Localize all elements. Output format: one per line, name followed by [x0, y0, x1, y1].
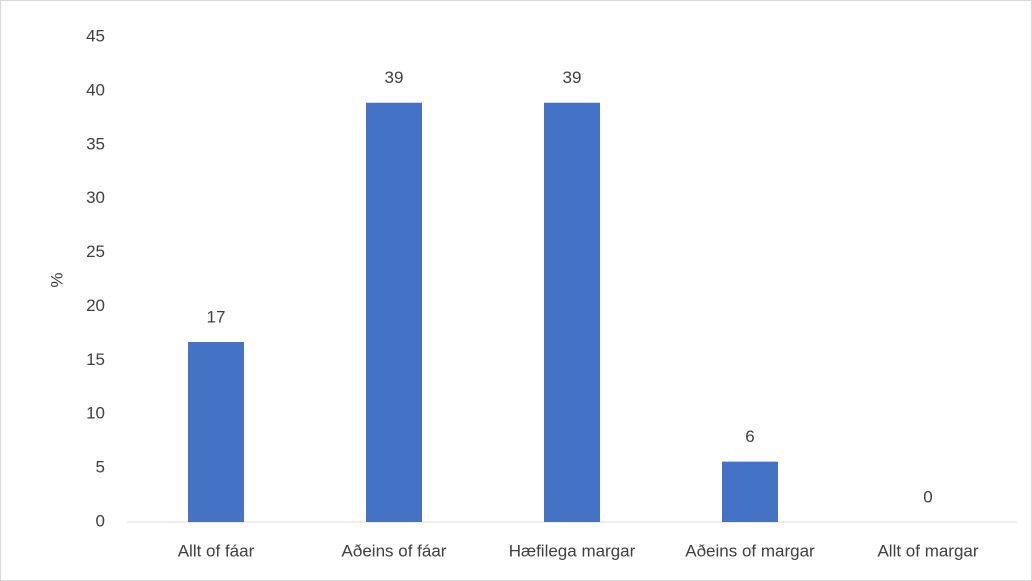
bar — [188, 342, 244, 522]
bar — [544, 102, 600, 522]
y-tick-label: 5 — [96, 458, 105, 477]
data-label: 39 — [563, 68, 582, 87]
x-tick-label: Hæfilega margar — [509, 541, 636, 560]
data-label: 6 — [745, 427, 754, 446]
y-tick-label: 45 — [86, 26, 105, 45]
x-tick-label: Allt of fáar — [178, 541, 255, 560]
x-tick-label: Aðeins of margar — [685, 541, 815, 560]
y-tick-label: 35 — [86, 134, 105, 153]
y-tick-label: 30 — [86, 188, 105, 207]
x-tick-label: Allt of margar — [877, 541, 978, 560]
y-tick-label: 15 — [86, 350, 105, 369]
y-tick-label: 20 — [86, 296, 105, 315]
x-tick-label: Aðeins of fáar — [342, 541, 447, 560]
data-label: 0 — [923, 487, 932, 506]
y-tick-label: 10 — [86, 404, 105, 423]
y-tick-label: 25 — [86, 242, 105, 261]
y-tick-label: 40 — [86, 80, 105, 99]
bar — [722, 461, 778, 522]
bar — [366, 102, 422, 522]
y-axis-label: % — [47, 272, 66, 287]
y-tick-label: 0 — [96, 511, 105, 530]
data-label: 39 — [385, 68, 404, 87]
data-label: 17 — [207, 307, 226, 326]
